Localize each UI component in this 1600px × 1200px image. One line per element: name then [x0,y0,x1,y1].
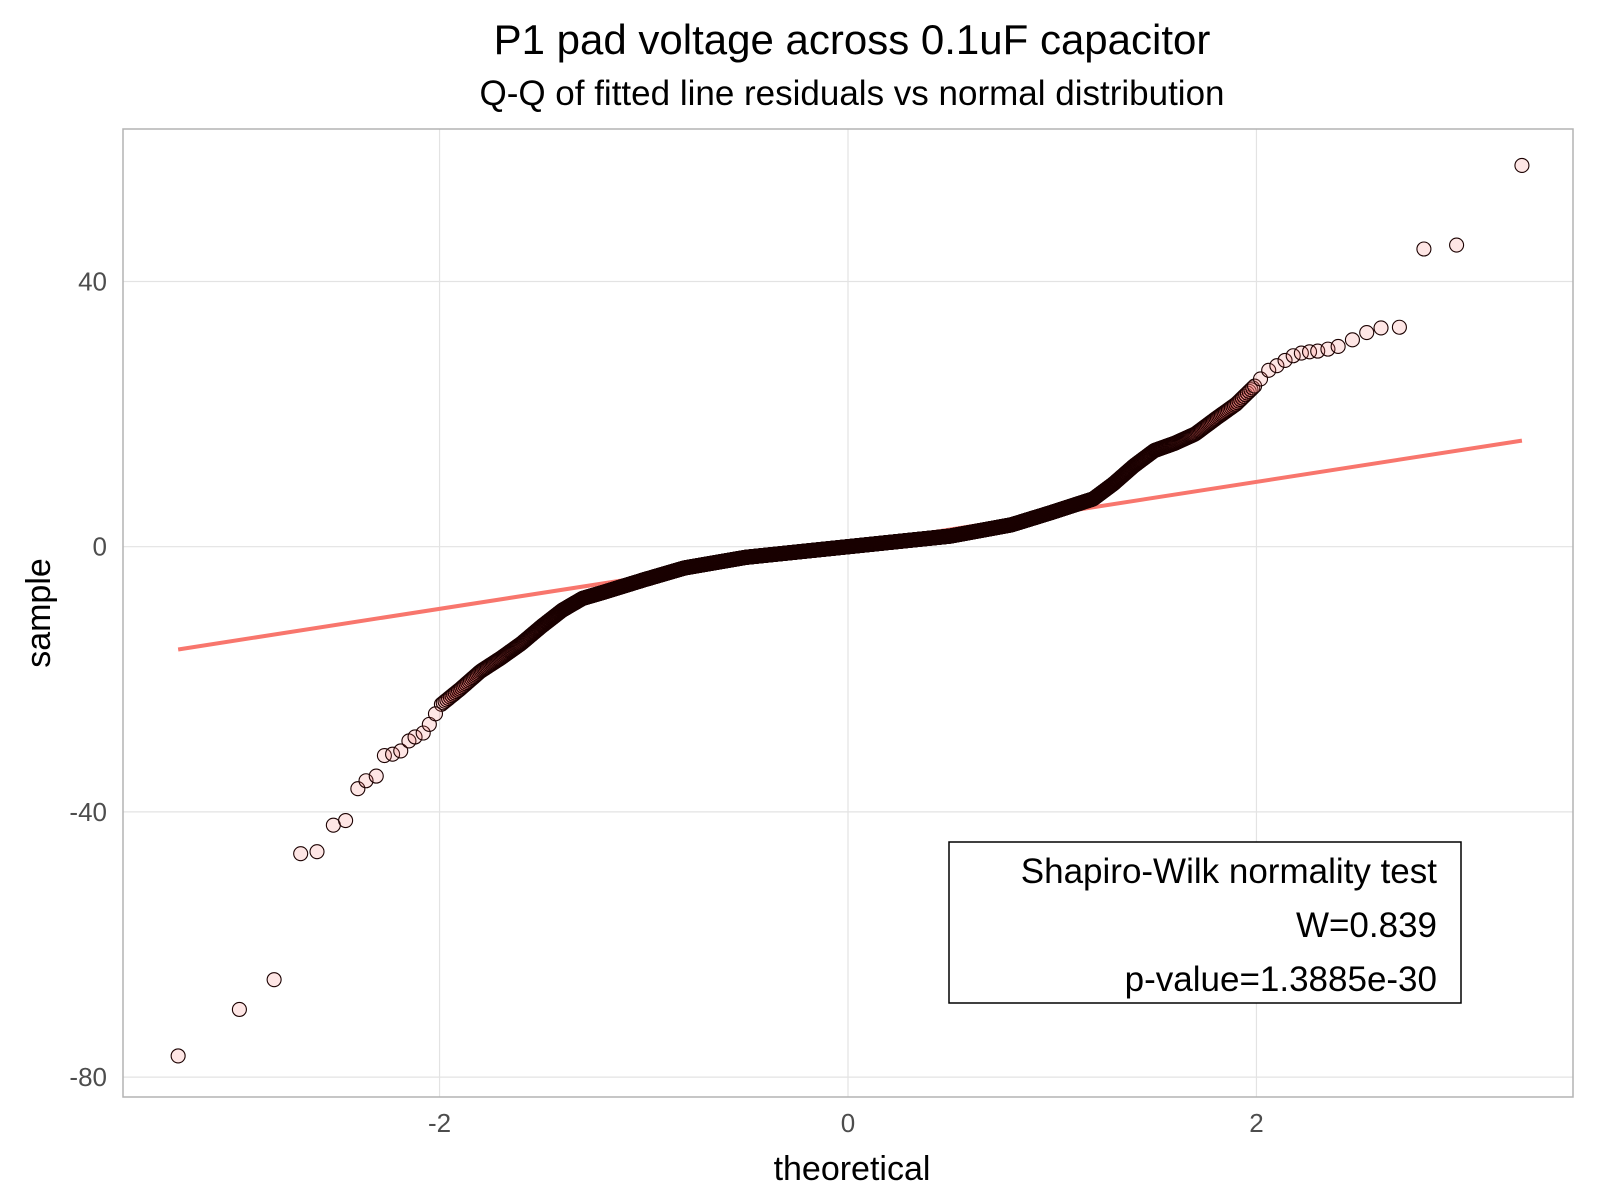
sample-point [1449,237,1465,253]
sample-point [1277,352,1293,368]
sample-point [266,972,282,988]
sample-point [1416,241,1432,257]
x-axis-label: theoretical [774,1150,931,1188]
x-tick-label: 0 [841,1108,855,1138]
sample-point [368,768,384,784]
sample-point [1269,358,1285,374]
sample-point [1373,320,1389,336]
annotation-w-statistic: W=0.839 [1296,906,1437,945]
annotation-p-value: p-value=1.3885e-30 [1125,960,1437,999]
x-tick-label: 2 [1249,1108,1263,1138]
sample-point [385,746,401,762]
sample-point [293,846,309,862]
y-tick-label: 0 [93,532,107,562]
sample-point [1330,338,1346,355]
y-axis-label: sample [20,558,58,668]
chart-title: P1 pad voltage across 0.1uF capacitor [494,16,1211,63]
sample-point [1514,157,1530,174]
sample-point [231,1001,247,1018]
x-tick-labels: -2 0 2 [428,1108,1264,1138]
sample-point [415,725,431,741]
sample-point [407,729,423,745]
sample-point [1391,319,1407,335]
sample-point [1344,332,1360,348]
plot-panel-border [122,128,1574,1098]
sample-point [338,812,354,829]
x-tick-label: -2 [428,1108,451,1138]
y-tick-labels: -80 -40 0 40 [69,266,107,1092]
sample-point [1285,348,1301,364]
shapiro-wilk-annotation-box: Shapiro-Wilk normality test W=0.839 p-va… [948,841,1462,1004]
chart-subtitle: Q-Q of fitted line residuals vs normal d… [479,74,1224,113]
sample-point [170,1048,186,1064]
sample-points [170,157,1530,1064]
sample-point [1301,344,1318,360]
y-tick-label: -80 [69,1062,107,1092]
annotation-frame [948,841,1462,1004]
sample-point [309,844,325,860]
sample-point [393,743,409,759]
sample-point [1261,362,1277,378]
y-tick-label: -40 [69,797,107,827]
y-tick-label: 40 [78,266,107,296]
sample-point [427,706,444,722]
sample-point [1359,324,1375,341]
annotation-test-name: Shapiro-Wilk normality test [1021,852,1437,891]
